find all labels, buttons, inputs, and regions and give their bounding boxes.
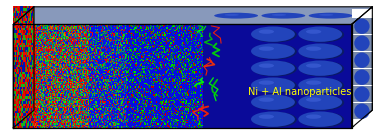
Bar [352,102,376,103]
Polygon shape [13,7,372,24]
Bar [352,9,376,18]
Ellipse shape [259,81,274,85]
Ellipse shape [298,44,342,59]
Ellipse shape [299,44,344,60]
Ellipse shape [251,61,295,76]
Ellipse shape [298,112,342,127]
Ellipse shape [306,30,321,34]
Ellipse shape [259,47,274,51]
Bar [203,24,352,128]
Ellipse shape [251,44,295,59]
Ellipse shape [306,81,321,85]
Ellipse shape [272,14,286,16]
Ellipse shape [252,44,297,60]
Bar [352,51,376,52]
Ellipse shape [354,52,370,68]
Ellipse shape [259,98,274,102]
Bar [352,85,376,86]
Ellipse shape [259,64,274,68]
Text: Ni + Al nanoparticles: Ni + Al nanoparticles [248,87,352,97]
Ellipse shape [299,95,344,111]
Ellipse shape [309,13,353,19]
Ellipse shape [354,69,370,85]
Bar [352,68,376,69]
Ellipse shape [306,98,321,102]
Ellipse shape [298,78,342,93]
Ellipse shape [251,27,295,42]
Ellipse shape [251,78,295,93]
Ellipse shape [298,95,342,110]
Ellipse shape [252,27,297,43]
Ellipse shape [252,78,297,94]
Ellipse shape [252,61,297,77]
Ellipse shape [259,115,274,119]
Ellipse shape [306,64,321,68]
Ellipse shape [306,115,321,119]
Ellipse shape [354,103,370,119]
Ellipse shape [225,14,239,16]
Ellipse shape [354,35,370,51]
Ellipse shape [252,112,297,128]
Ellipse shape [251,112,295,127]
Ellipse shape [299,78,344,94]
Bar [352,34,376,35]
Ellipse shape [298,61,342,76]
Ellipse shape [319,14,333,16]
Ellipse shape [299,27,344,43]
Ellipse shape [259,30,274,34]
Polygon shape [352,7,372,128]
Ellipse shape [299,61,344,77]
Ellipse shape [299,112,344,128]
Bar [352,119,376,126]
Ellipse shape [354,86,370,102]
Ellipse shape [214,13,258,19]
Ellipse shape [298,27,342,42]
Ellipse shape [354,18,370,34]
Ellipse shape [252,95,297,111]
Ellipse shape [262,13,305,19]
Ellipse shape [251,95,295,110]
Ellipse shape [306,47,321,51]
